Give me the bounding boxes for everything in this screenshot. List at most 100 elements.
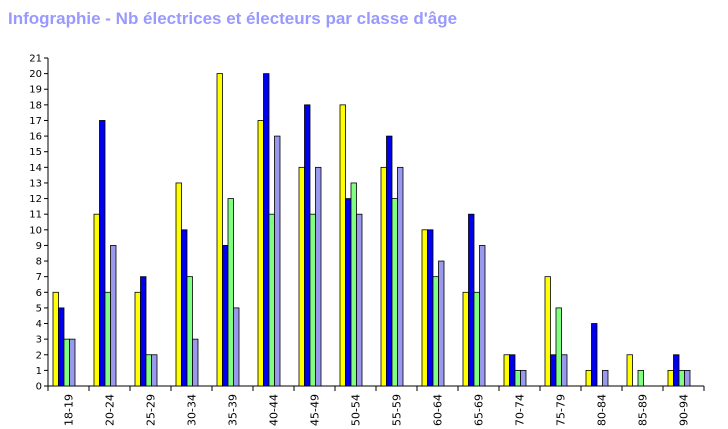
- bar: [99, 120, 106, 387]
- bar: [684, 369, 691, 387]
- x-tick-label: 55-59: [391, 394, 404, 426]
- bar: [591, 323, 598, 387]
- x-tick-label: 70-74: [514, 394, 527, 426]
- y-tick-label: 16: [29, 132, 42, 143]
- bar: [268, 213, 275, 387]
- y-tick-label: 9: [36, 241, 42, 252]
- chart-bars: [52, 73, 691, 387]
- bar: [356, 213, 363, 387]
- y-tick-label: 1: [36, 366, 42, 377]
- bar: [550, 354, 557, 387]
- bar: [678, 369, 685, 387]
- y-tick-label: 5: [36, 303, 42, 314]
- bar: [503, 354, 510, 387]
- bar: [151, 354, 158, 387]
- bar: [315, 166, 322, 387]
- bar: [637, 369, 644, 387]
- x-tick-label: 45-49: [309, 394, 322, 426]
- bar: [257, 120, 264, 387]
- bar: [110, 245, 117, 387]
- bar: [304, 104, 311, 387]
- bar: [432, 276, 439, 387]
- bar: [222, 245, 229, 387]
- x-tick-label: 40-44: [268, 394, 281, 426]
- x-tick-label: 35-39: [227, 394, 240, 426]
- bar: [544, 276, 551, 387]
- bar: [339, 104, 346, 387]
- y-tick-label: 15: [29, 147, 42, 158]
- bar: [479, 245, 486, 387]
- bar: [667, 369, 674, 387]
- bar: [391, 198, 398, 387]
- bar: [345, 198, 352, 387]
- y-tick-label: 8: [36, 257, 42, 268]
- y-tick-label: 10: [29, 225, 42, 236]
- y-tick-label: 0: [36, 382, 42, 393]
- bar: [274, 135, 281, 387]
- bar: [58, 307, 65, 387]
- bar: [134, 291, 141, 387]
- y-tick-label: 19: [29, 85, 42, 96]
- y-tick-label: 21: [29, 54, 42, 65]
- x-tick-label: 80-84: [596, 394, 609, 426]
- x-tick-label: 50-54: [350, 394, 363, 426]
- bar: [438, 260, 445, 387]
- bar: [520, 369, 527, 387]
- bar: [181, 229, 188, 387]
- y-tick-label: 2: [36, 350, 42, 361]
- bar: [227, 198, 234, 387]
- bar: [468, 213, 475, 387]
- x-tick-label: 20-24: [104, 394, 117, 426]
- bar: [473, 291, 480, 387]
- bar: [192, 338, 199, 387]
- bar: [555, 307, 562, 387]
- bar: [626, 354, 633, 387]
- bar: [386, 135, 393, 387]
- x-tick-label: 75-79: [555, 394, 568, 426]
- y-tick-label: 13: [29, 178, 42, 189]
- bar: [186, 276, 193, 387]
- x-axis-ticks: 18-19 20-24 25-29 30-34 35-39 40-44 45-49 50-54…: [47, 386, 705, 426]
- x-tick-label: 30-34: [186, 394, 199, 426]
- bar: [145, 354, 152, 387]
- y-tick-label: 18: [29, 100, 42, 111]
- bar: [263, 73, 270, 387]
- bar: [350, 182, 357, 387]
- bar: [52, 291, 59, 387]
- bar: [397, 166, 404, 387]
- x-tick-label: 18-19: [63, 394, 76, 426]
- bar: [602, 369, 609, 387]
- bar: [63, 338, 70, 387]
- bar: [298, 166, 305, 387]
- x-tick-label: 85-89: [637, 394, 650, 426]
- y-tick-label: 12: [29, 194, 42, 205]
- bar: [309, 213, 316, 387]
- bar: [421, 229, 428, 387]
- chart-title: Infographie - Nb électrices et électeurs…: [8, 9, 458, 28]
- bar: [175, 182, 182, 387]
- y-tick-label: 17: [29, 116, 42, 127]
- y-tick-label: 7: [36, 272, 42, 283]
- bar: [380, 166, 387, 387]
- bar: [509, 354, 516, 387]
- y-tick-label: 14: [29, 163, 42, 174]
- bar: [427, 229, 434, 387]
- x-tick-label: 60-64: [432, 394, 445, 426]
- bar: [216, 73, 223, 387]
- x-tick-label: 90-94: [678, 394, 691, 426]
- y-tick-label: 6: [36, 288, 42, 299]
- y-tick-label: 11: [29, 210, 42, 221]
- x-tick-label: 25-29: [145, 394, 158, 426]
- y-tick-label: 3: [36, 335, 42, 346]
- bar: [561, 354, 568, 387]
- bar: [585, 369, 592, 387]
- bar: [93, 213, 100, 387]
- bar: [104, 291, 111, 387]
- bar: [233, 307, 240, 387]
- bar: [140, 276, 147, 387]
- x-tick-label: 65-69: [473, 394, 486, 426]
- y-tick-label: 20: [29, 69, 42, 80]
- bar: [673, 354, 680, 387]
